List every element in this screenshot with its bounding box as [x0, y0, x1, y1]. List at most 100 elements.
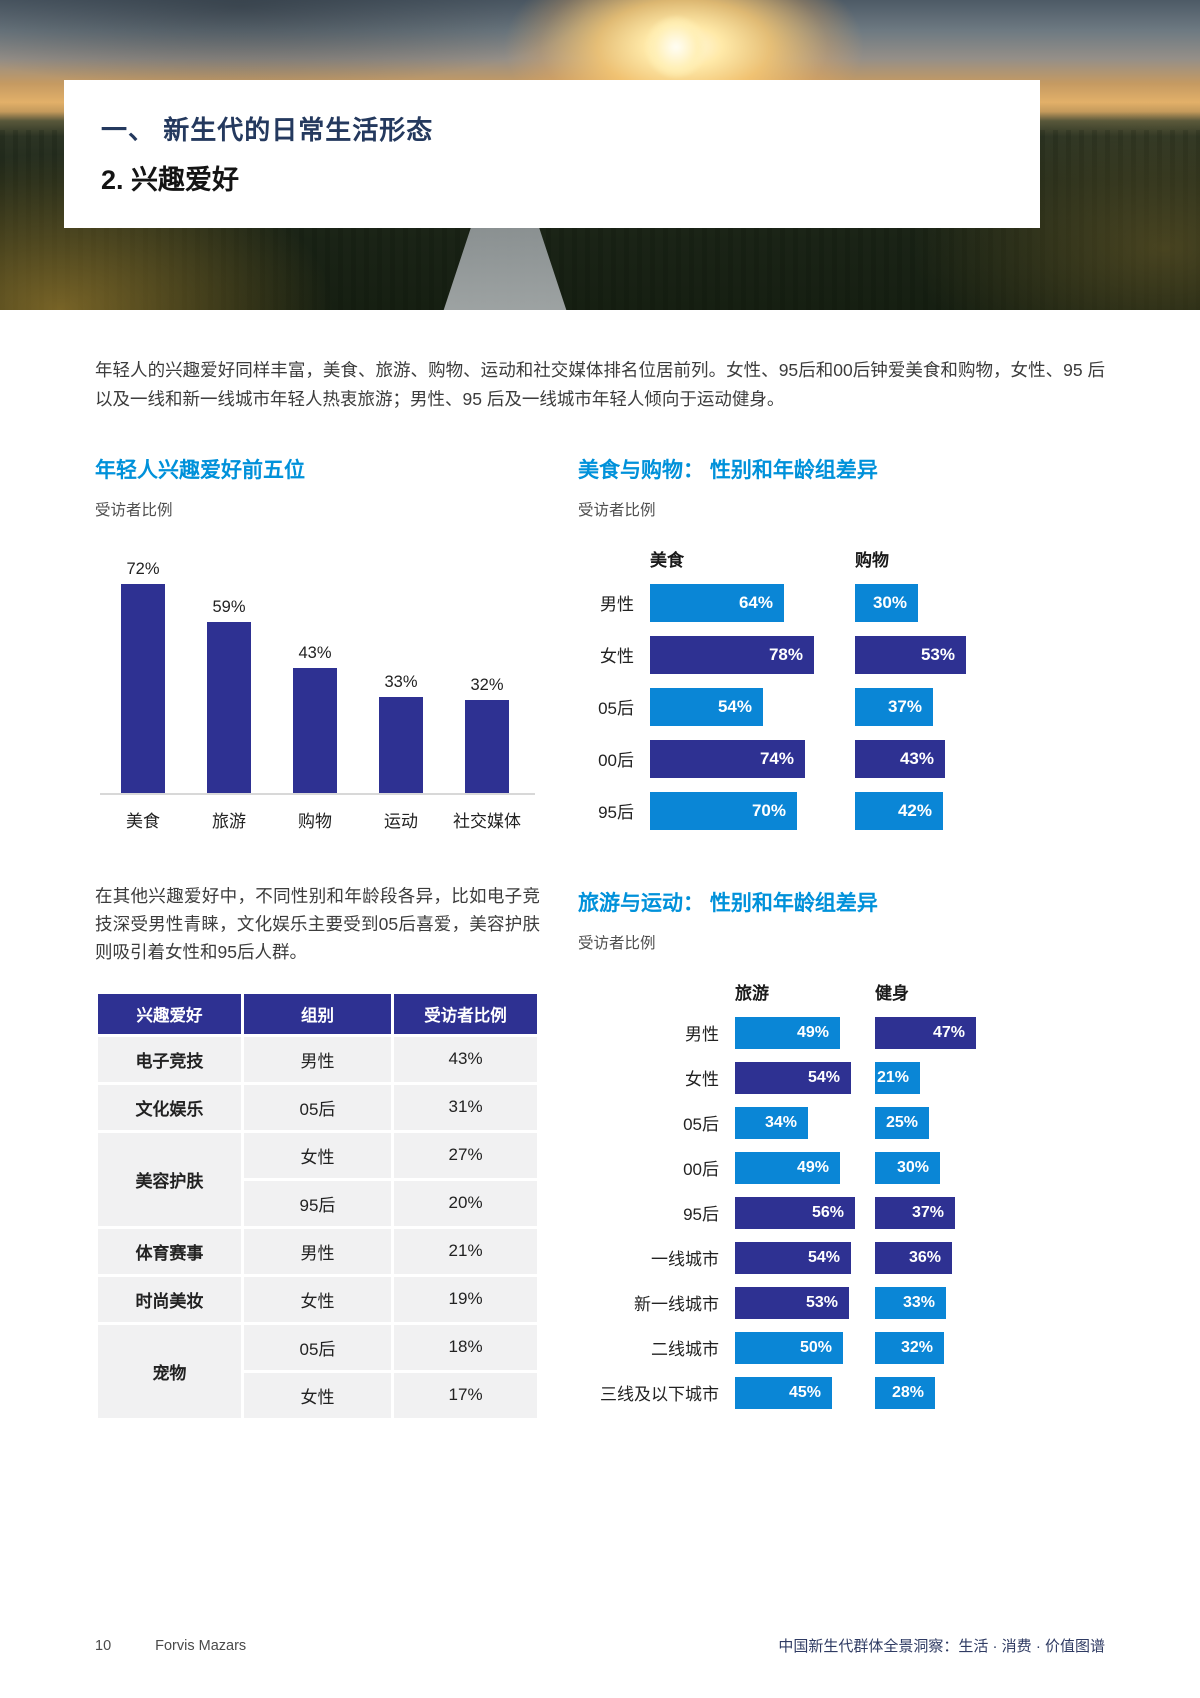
bar: 36%	[875, 1241, 952, 1274]
group-cell: 男性	[243, 1036, 392, 1082]
row-label: 男性	[600, 595, 634, 615]
column-header-fitness: 健身	[875, 983, 909, 1003]
bar-cell: 33%	[875, 1286, 1105, 1319]
bar-cell: 64%	[650, 583, 855, 622]
bar-cell: 78%	[650, 635, 855, 674]
chart-row: 三线及以下城市 45% 28%	[578, 1376, 1105, 1409]
column-spacer	[578, 546, 650, 571]
bar: 78%	[650, 635, 814, 674]
bar: 34%	[735, 1106, 808, 1139]
travel-fitness-chart: 男性 49% 47% 女性 54% 21% 05后 34% 25% 00后 49% 30% 95后 56%…	[578, 1016, 1105, 1409]
chart-row: 00后 74% 43%	[578, 739, 1105, 778]
top5-bar-column: 72%	[100, 560, 186, 793]
top5-bars: 72% 59% 43% 33% 32%	[100, 550, 535, 795]
bar	[293, 667, 337, 793]
table-header-value: 受访者比例	[394, 993, 537, 1034]
row-label: 05后	[598, 699, 634, 719]
chart-row: 二线城市 50% 32%	[578, 1331, 1105, 1364]
chart-row: 男性 64% 30%	[578, 583, 1105, 622]
travel-fitness-chart-subtitle: 受访者比例	[578, 934, 656, 952]
bar-category-label: 美食	[126, 811, 160, 831]
bar-cell: 50%	[735, 1331, 875, 1364]
bar: 32%	[875, 1331, 944, 1364]
column-header-travel: 旅游	[735, 983, 769, 1003]
bar	[465, 699, 509, 793]
bar: 21%	[875, 1061, 920, 1094]
bar: 28%	[875, 1376, 935, 1409]
column-header-food: 美食	[650, 550, 684, 570]
bar-cell: 49%	[735, 1151, 875, 1184]
page-content: 年轻人的兴趣爱好同样丰富，美食、旅游、购物、运动和社交媒体排名位居前列。女性、9…	[0, 356, 1200, 1422]
right-column: 美食与购物： 性别和年龄组差异 受访者比例 美食 购物 男性 64% 30% 女性 78…	[578, 454, 1105, 1422]
group-cell: 女性	[243, 1372, 392, 1418]
page-footer: 10 Forvis Mazars 中国新生代群体全景洞察：生活 · 消费 · 价…	[95, 1635, 1105, 1656]
bar-value-label: 72%	[126, 559, 160, 578]
bar: 70%	[650, 791, 797, 830]
left-column: 年轻人兴趣爱好前五位 受访者比例 72% 59% 43% 33% 32% 美食 旅游 购物 运…	[95, 454, 540, 1422]
bar-category-label: 购物	[298, 811, 332, 831]
table-row: 体育赛事 男性 21%	[98, 1228, 537, 1274]
bar-cell: 37%	[875, 1196, 1105, 1229]
value-cell: 31%	[394, 1084, 537, 1130]
table-row: 美容护肤 女性 27%	[98, 1132, 537, 1226]
row-label: 95后	[598, 803, 634, 823]
chart-row: 05后 54% 37%	[578, 687, 1105, 726]
bar-cell: 28%	[875, 1376, 1105, 1409]
sun	[645, 16, 707, 78]
bar	[379, 696, 423, 793]
group-cell: 95后	[243, 1180, 392, 1226]
row-label: 二线城市	[651, 1340, 719, 1360]
bar-cell: 21%	[875, 1061, 1105, 1094]
section-title: 一、 新生代的日常生活形态	[101, 115, 434, 145]
table-row: 文化娱乐 05后 31%	[98, 1084, 537, 1130]
chart-row: 05后 34% 25%	[578, 1106, 1105, 1139]
bar: 50%	[735, 1331, 843, 1364]
bar-cell: 70%	[650, 791, 855, 830]
bar: 49%	[735, 1016, 840, 1049]
value-cell: 43%	[394, 1036, 537, 1082]
bar-cell: 54%	[650, 687, 855, 726]
table-row: 宠物 05后 18%	[98, 1324, 537, 1418]
bar-cell: 25%	[875, 1106, 1105, 1139]
interest-cell: 体育赛事	[98, 1228, 241, 1274]
bar: 54%	[650, 687, 763, 726]
interest-cell: 时尚美妆	[98, 1276, 241, 1322]
bar-cell: 53%	[735, 1286, 875, 1319]
row-label: 95后	[683, 1205, 719, 1225]
top5-chart: 72% 59% 43% 33% 32% 美食 旅游 购物 运动 社交媒体	[95, 550, 540, 832]
interest-cell: 电子竞技	[98, 1036, 241, 1082]
bar-cell: 47%	[875, 1016, 1105, 1049]
bar-cell: 56%	[735, 1196, 875, 1229]
bar-cell: 54%	[735, 1061, 875, 1094]
group-cell: 男性	[243, 1228, 392, 1274]
group-cell: 05后	[243, 1084, 392, 1130]
food-shopping-chart-subtitle: 受访者比例	[578, 501, 656, 519]
travel-fitness-chart-title: 旅游与运动： 性别和年龄组差异	[578, 891, 878, 915]
bar-cell: 42%	[855, 791, 1105, 830]
bar: 30%	[875, 1151, 940, 1184]
value-cell: 17%	[394, 1372, 537, 1418]
value-cell: 20%	[394, 1180, 537, 1226]
top5-bar-column: 43%	[272, 644, 358, 793]
bar: 37%	[875, 1196, 955, 1229]
top5-categories: 美食 旅游 购物 运动 社交媒体	[100, 807, 535, 832]
bar: 43%	[855, 739, 945, 778]
bar-cell: 30%	[855, 583, 1105, 622]
value-cell: 27%	[394, 1132, 537, 1178]
top5-bar-column: 33%	[358, 673, 444, 793]
row-label: 05后	[683, 1115, 719, 1135]
bar: 42%	[855, 791, 943, 830]
bar: 53%	[855, 635, 966, 674]
row-label: 00后	[598, 751, 634, 771]
interest-cell: 宠物	[98, 1324, 241, 1418]
bar: 54%	[735, 1061, 851, 1094]
interest-cell: 文化娱乐	[98, 1084, 241, 1130]
row-label: 00后	[683, 1160, 719, 1180]
bar-value-label: 43%	[298, 643, 332, 662]
group-cell: 女性	[243, 1132, 392, 1178]
bar: 74%	[650, 739, 805, 778]
chart-row: 95后 56% 37%	[578, 1196, 1105, 1229]
table-header-interest: 兴趣爱好	[98, 993, 241, 1034]
other-interests-paragraph: 在其他兴趣爱好中，不同性别和年龄段各异，比如电子竞技深受男性青睐，文化娱乐主要受…	[95, 885, 540, 963]
